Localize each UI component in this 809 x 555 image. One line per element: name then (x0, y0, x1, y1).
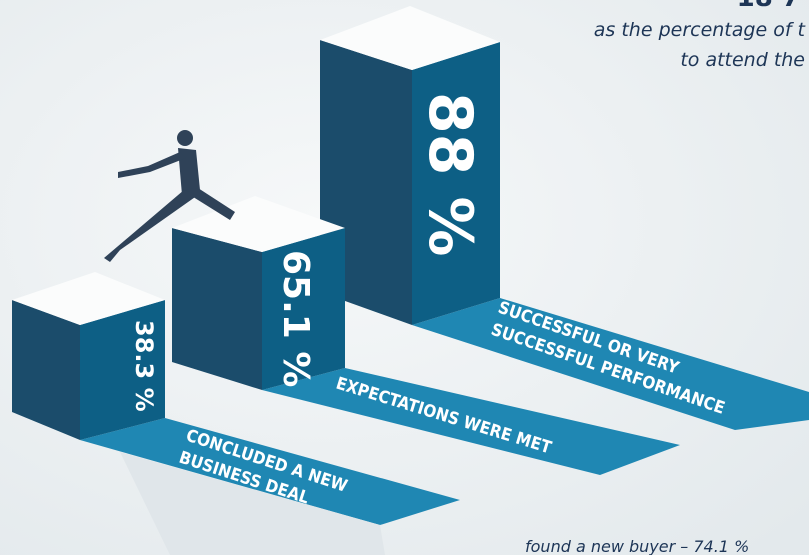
value-label: 38.3 % (130, 320, 158, 412)
title: 18 7 (737, 0, 800, 13)
infographic: 18 7 as the percentage of t to attend th… (0, 0, 809, 555)
footnote: found a new buyer – 74.1 % (525, 537, 749, 555)
value-label: 88 % (415, 92, 485, 257)
value-label: 65.1 % (275, 250, 316, 387)
box-left (172, 228, 262, 390)
subtitle: to attend the (680, 49, 805, 71)
subtitle: as the percentage of t (594, 19, 807, 41)
